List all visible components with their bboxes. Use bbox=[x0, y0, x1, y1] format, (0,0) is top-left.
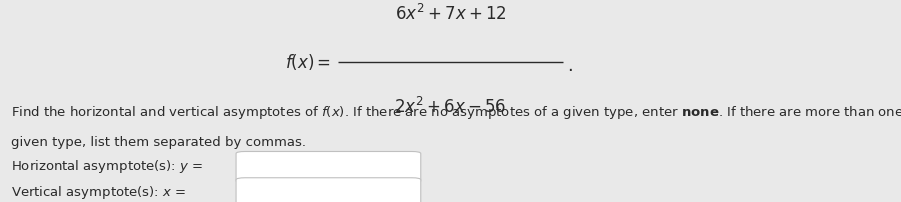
Text: Vertical asymptote(s): $x$ =: Vertical asymptote(s): $x$ = bbox=[11, 184, 187, 201]
Text: Horizontal asymptote(s): $y$ =: Horizontal asymptote(s): $y$ = bbox=[11, 158, 203, 175]
FancyBboxPatch shape bbox=[236, 152, 421, 183]
Text: .: . bbox=[567, 57, 572, 75]
Text: $f(x) =$: $f(x) =$ bbox=[285, 52, 331, 72]
FancyBboxPatch shape bbox=[236, 178, 421, 202]
Text: $6x^2 + 7x + 12$: $6x^2 + 7x + 12$ bbox=[395, 4, 506, 24]
Text: Find the horizontal and vertical asymptotes of $f(x)$. If there are no asymptote: Find the horizontal and vertical asympto… bbox=[11, 104, 901, 121]
Text: $2x^2 + 6x - 56$: $2x^2 + 6x - 56$ bbox=[395, 97, 506, 117]
Text: given type, list them separated by commas.: given type, list them separated by comma… bbox=[11, 136, 305, 149]
